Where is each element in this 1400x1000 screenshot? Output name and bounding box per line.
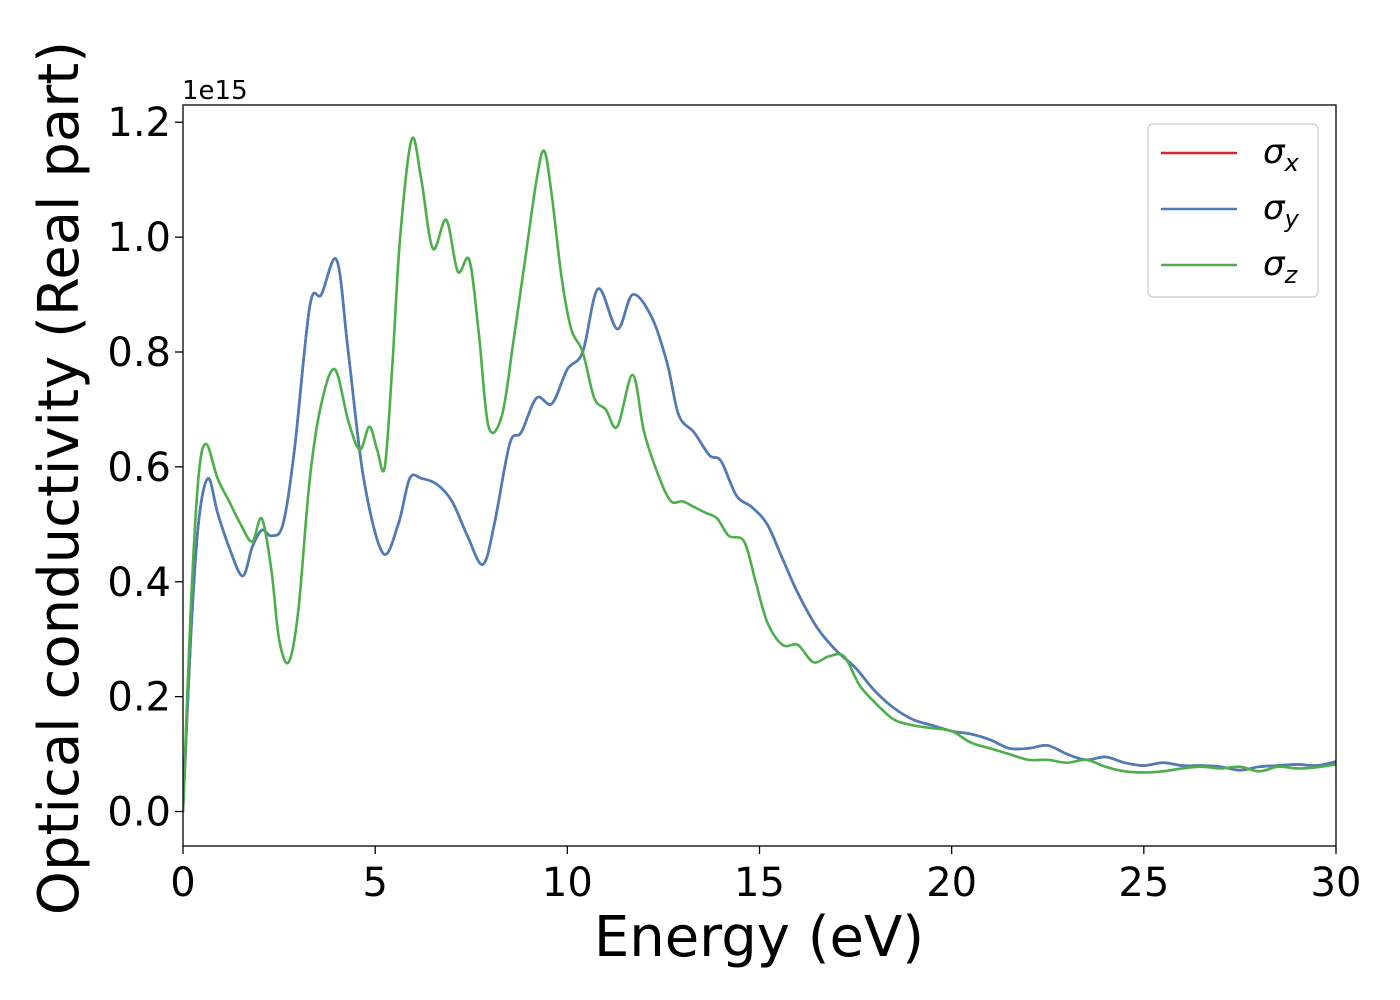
- x-tick-label: 30: [1311, 860, 1362, 906]
- y-tick-label: 0.4: [107, 560, 171, 606]
- y-tick-label: 1.0: [107, 215, 171, 261]
- x-tick-label: 5: [362, 860, 387, 906]
- x-axis-title: Energy (eV): [594, 905, 924, 970]
- y-axis-offset-label: 1e15: [182, 76, 248, 106]
- legend-frame: [1147, 123, 1319, 298]
- series-line-y: [183, 257, 1336, 813]
- y-tick-label: 0.2: [107, 675, 171, 721]
- x-tick-label: 25: [1118, 860, 1169, 906]
- series-line-z: [183, 136, 1336, 813]
- x-tick-label: 10: [542, 860, 593, 906]
- x-tick-label: 0: [170, 860, 195, 906]
- series-layer: [183, 136, 1336, 813]
- x-axis-ticks: 0 5 10 15 20 25 30: [170, 846, 1361, 906]
- y-tick-label: 0.6: [107, 445, 171, 491]
- series-line-x: [183, 257, 1336, 813]
- legend-label-z: σz: [1263, 244, 1299, 289]
- y-tick-label: 0.0: [107, 790, 171, 836]
- y-tick-label: 0.8: [107, 330, 171, 376]
- x-tick-label: 15: [734, 860, 785, 906]
- y-tick-label: 1.2: [107, 100, 171, 146]
- y-axis-title: Optical conductivity (Real part): [27, 41, 92, 915]
- x-tick-label: 20: [926, 860, 977, 906]
- y-axis-ticks: 0.0 0.2 0.4 0.6 0.8 1.0 1.2: [107, 100, 183, 836]
